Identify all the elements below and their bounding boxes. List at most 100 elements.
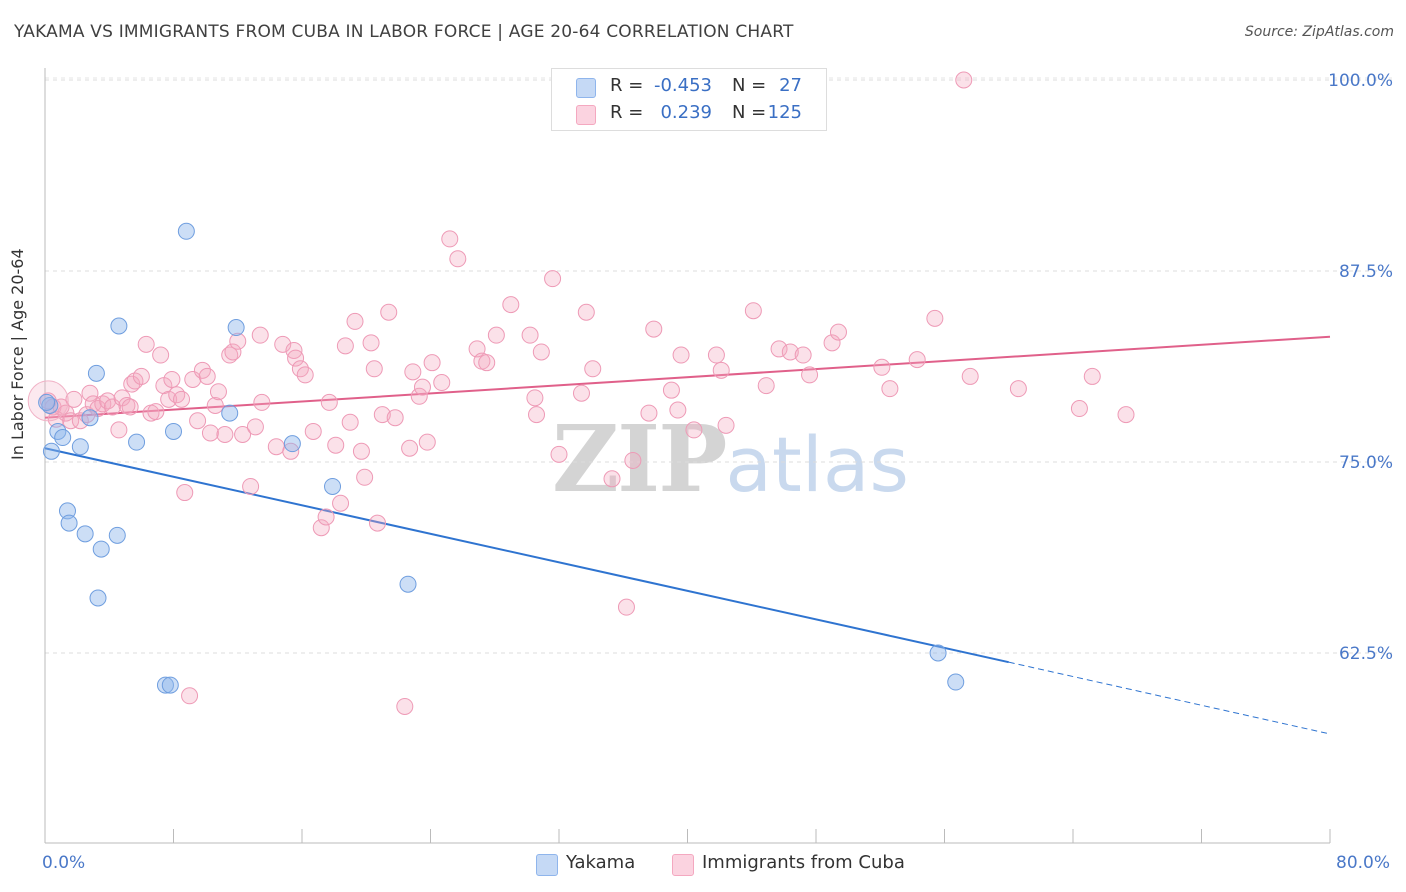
cuba-point xyxy=(253,393,271,411)
legend-label-yakama: Yakama xyxy=(566,852,636,873)
yakama-point xyxy=(76,525,94,543)
cuba-point xyxy=(234,425,252,443)
trend-lines xyxy=(44,335,1331,735)
cuba-point xyxy=(413,378,431,396)
yakama-point xyxy=(54,429,72,447)
cuba-point xyxy=(287,349,305,367)
watermark-atlas: atlas xyxy=(725,420,910,509)
cuba-point xyxy=(550,445,568,463)
cuba-point xyxy=(418,433,436,451)
cuba-point xyxy=(251,326,269,344)
cuba-point xyxy=(478,354,496,372)
cuba-point xyxy=(209,383,227,401)
cuba-point xyxy=(717,416,735,434)
cuba-point xyxy=(373,406,391,424)
cuba-point xyxy=(433,374,451,392)
cuba-point xyxy=(757,377,775,395)
cuba-point xyxy=(246,418,264,436)
yakama-point xyxy=(221,404,239,422)
cuba-point xyxy=(181,687,199,705)
cuba-point xyxy=(926,309,944,327)
cuba-point xyxy=(352,442,370,460)
cuba-point xyxy=(823,334,841,352)
cuba-point xyxy=(201,424,219,442)
cuba-point xyxy=(189,412,207,430)
legend-n-value: 27 xyxy=(779,75,802,96)
yakama-trend-extension xyxy=(1008,661,1331,735)
cuba-point xyxy=(320,393,338,411)
yakama-point xyxy=(929,644,947,662)
cuba-point xyxy=(1070,400,1088,418)
cuba-point xyxy=(229,332,247,350)
cuba-point xyxy=(198,367,216,385)
cuba-point xyxy=(317,508,335,526)
cuba-point xyxy=(662,381,680,399)
cuba-point xyxy=(1009,380,1027,398)
cuba-point xyxy=(168,386,186,404)
cuba-point xyxy=(216,425,234,443)
cuba-point xyxy=(152,346,170,364)
yakama-point xyxy=(161,676,179,694)
x-tick-min: 0.0% xyxy=(42,853,86,873)
cuba-point xyxy=(160,390,178,408)
cuba-legend-swatch xyxy=(672,854,694,876)
yakama-legend-swatch xyxy=(536,854,558,876)
cuba-point xyxy=(669,401,687,419)
cuba-point xyxy=(296,366,314,384)
legend-r-label: R = xyxy=(610,75,644,96)
series-legend: Yakama Immigrants from Cuba xyxy=(0,852,1406,878)
legend-n-label: N = xyxy=(732,102,767,123)
yakama-point xyxy=(81,409,99,427)
yakama-point xyxy=(110,317,128,335)
cuba-point xyxy=(584,360,602,378)
yakama-point xyxy=(58,502,76,520)
correlation-legend: R = -0.453 N = 27 R = 0.239 N = 125 xyxy=(551,68,827,131)
cuba-point xyxy=(362,334,380,352)
cuba-point xyxy=(110,421,128,439)
yakama-point xyxy=(156,676,174,694)
cuba-point xyxy=(794,346,812,364)
cuba-point xyxy=(242,477,260,495)
y-tick-label: 100.0% xyxy=(1328,71,1393,91)
yakama-point xyxy=(38,393,56,411)
cuba-point xyxy=(137,335,155,353)
cuba-point xyxy=(327,436,345,454)
cuba-point xyxy=(356,468,374,486)
yakama-point xyxy=(324,477,342,495)
cuba-point xyxy=(685,421,703,439)
yakama-point xyxy=(92,540,110,558)
yakama-point xyxy=(283,435,301,453)
cuba-point xyxy=(502,296,520,314)
cuba-point xyxy=(224,343,242,361)
yakama-swatch xyxy=(576,78,596,98)
cuba-point xyxy=(404,363,422,381)
y-tick-label: 87.5% xyxy=(1339,262,1393,282)
cuba-point xyxy=(961,367,979,385)
cuba-point xyxy=(640,404,658,422)
legend-r-label: R = xyxy=(610,102,644,123)
cuba-point xyxy=(908,351,926,369)
cuba-point xyxy=(707,346,725,364)
cuba-point xyxy=(526,389,544,407)
yakama-point xyxy=(177,222,195,240)
cuba-point xyxy=(770,340,788,358)
cuba-point xyxy=(365,360,383,378)
legend-label-cuba: Immigrants from Cuba xyxy=(702,852,905,873)
yakama-point xyxy=(128,433,146,451)
cuba-point xyxy=(528,406,546,424)
cuba-point xyxy=(163,370,181,388)
legend-n-label: N = xyxy=(732,75,767,96)
yakama-point xyxy=(227,319,245,337)
cuba-point xyxy=(94,395,112,413)
chart-source[interactable]: Source: ZipAtlas.com xyxy=(1244,24,1394,40)
cuba-point xyxy=(341,413,359,431)
cuba-point xyxy=(121,398,139,416)
cuba-point xyxy=(603,470,621,488)
yakama-point xyxy=(165,422,182,440)
cuba-point xyxy=(781,343,799,361)
cuba-point xyxy=(346,312,364,330)
yakama-point xyxy=(42,442,60,460)
cuba-point xyxy=(27,380,69,422)
cuba-point xyxy=(132,367,150,385)
legend-r-value: 0.239 xyxy=(660,102,712,123)
